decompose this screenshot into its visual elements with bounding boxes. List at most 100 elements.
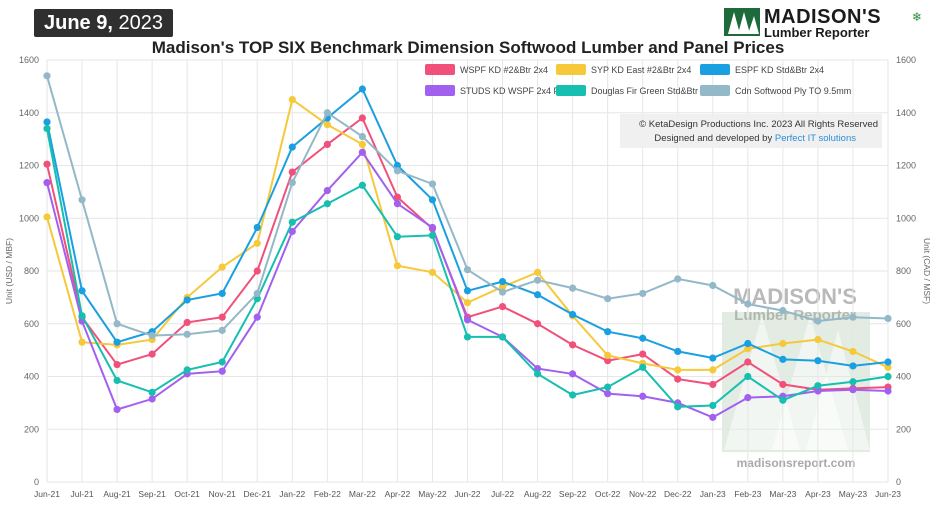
data-point-s2-11: [428, 268, 437, 276]
data-point-s3-24: [884, 358, 892, 366]
data-point-s6-10: [393, 167, 402, 175]
data-point-s4-20: [744, 394, 752, 402]
data-point-s6-4: [183, 330, 191, 338]
y-tick-label-left: 800: [24, 266, 39, 276]
data-point-s4-0: [43, 179, 51, 187]
legend-label: Douglas Fir Green Std&Btr 2x4: [591, 86, 715, 96]
data-point-s5-3: [148, 388, 156, 396]
watermark-tree-icon: [724, 316, 800, 450]
data-point-s1-10: [393, 193, 402, 201]
data-point-s2-13: [498, 283, 507, 291]
data-point-s5-22: [814, 382, 822, 390]
data-point-s4-14: [533, 364, 542, 373]
data-point-s3-11: [428, 196, 437, 204]
data-point-s6-22: [814, 317, 822, 325]
data-point-s5-7: [288, 218, 296, 226]
x-tick-label: Dec-21: [244, 489, 272, 499]
data-point-s3-18: [674, 347, 682, 356]
y-tick-label-right: 0: [896, 477, 901, 487]
data-point-s5-4: [183, 366, 191, 374]
x-tick-label: Aug-22: [524, 489, 552, 499]
legend-swatch: [556, 64, 586, 75]
data-point-s1-14: [533, 320, 542, 328]
data-point-s3-21: [779, 355, 787, 363]
y-tick-label-right: 600: [896, 319, 911, 329]
data-point-s5-12: [463, 333, 472, 341]
data-point-s5-5: [218, 358, 226, 366]
data-point-s2-16: [604, 351, 612, 359]
legend-swatch: [700, 64, 730, 75]
data-point-s6-11: [428, 180, 437, 188]
brand-logo: MADISON'S Lumber Reporter ❄: [724, 6, 924, 40]
data-point-s6-8: [323, 109, 331, 117]
y-tick-label-right: 1600: [896, 55, 916, 65]
data-point-s5-10: [393, 233, 402, 241]
data-point-s3-1: [78, 287, 86, 295]
data-point-s4-16: [604, 390, 612, 398]
data-point-s4-5: [218, 367, 226, 375]
chart-title: Madison's TOP SIX Benchmark Dimension So…: [151, 38, 785, 57]
y-tick-label-right: 1400: [896, 108, 916, 118]
data-point-s5-17: [639, 363, 647, 371]
x-tick-label: Nov-22: [629, 489, 657, 499]
developer-link[interactable]: Perfect IT solutions: [775, 133, 856, 144]
y-axis-title-right: Unit (CAD / MSF): [922, 238, 932, 304]
data-point-s5-6: [253, 295, 261, 303]
x-tick-label: Apr-23: [805, 489, 831, 499]
data-point-s6-2: [113, 320, 121, 328]
x-tick-label: Mar-23: [769, 489, 796, 499]
y-tick-label-right: 200: [896, 424, 911, 434]
y-tick-label-left: 1000: [19, 213, 39, 223]
data-point-s4-10: [393, 200, 402, 208]
data-point-s6-1: [78, 196, 86, 204]
data-point-s3-0: [43, 118, 51, 126]
data-point-s6-24: [884, 314, 892, 323]
data-point-s3-12: [463, 287, 472, 295]
data-point-s6-21: [779, 306, 787, 315]
data-point-s2-5: [218, 263, 226, 271]
data-point-s5-2: [113, 376, 121, 385]
data-point-s4-2: [113, 405, 121, 414]
x-tick-label: Feb-22: [314, 489, 341, 499]
data-point-s2-0: [43, 213, 51, 221]
data-point-s5-1: [78, 312, 86, 320]
data-point-s2-22: [814, 335, 822, 344]
data-point-s1-4: [183, 318, 191, 327]
x-tick-label: Sep-21: [138, 489, 166, 499]
data-point-s2-14: [533, 268, 542, 276]
data-point-s1-13: [498, 303, 507, 311]
copyright-box: [620, 114, 882, 148]
data-point-s2-10: [393, 262, 402, 270]
data-point-s1-0: [43, 160, 51, 168]
data-point-s6-20: [744, 300, 752, 308]
y-axis-title-left: Unit (USD / MBF): [4, 238, 14, 304]
data-point-s4-22: [814, 387, 822, 395]
x-tick-label: Aug-21: [103, 489, 131, 499]
data-point-s3-22: [814, 357, 822, 365]
data-point-s6-13: [498, 288, 507, 296]
data-point-s1-8: [323, 140, 331, 148]
data-point-s5-19: [709, 401, 717, 410]
data-point-s4-17: [639, 392, 647, 400]
logo-mark: [724, 8, 760, 36]
data-point-s4-9: [358, 148, 366, 156]
data-point-s4-6: [253, 313, 261, 321]
data-point-s3-14: [533, 291, 542, 299]
data-point-s1-17: [639, 350, 647, 358]
data-point-s5-18: [674, 403, 682, 411]
data-point-s4-15: [569, 370, 577, 378]
data-point-s4-23: [849, 386, 857, 394]
legend-label: Cdn Softwood Ply TO 9.5mm: [735, 86, 851, 96]
data-point-s6-19: [709, 281, 717, 290]
data-point-s1-21: [779, 380, 787, 389]
data-point-s6-14: [533, 276, 542, 284]
legend-label: SYP KD East #2&Btr 2x4: [591, 65, 691, 75]
data-point-s4-24: [884, 387, 892, 395]
data-point-s2-21: [779, 339, 787, 348]
y-tick-label-right: 400: [896, 372, 911, 382]
data-point-s6-23: [849, 313, 857, 321]
data-point-s4-8: [323, 186, 331, 195]
data-point-s4-19: [709, 413, 717, 421]
data-point-s2-9: [358, 140, 366, 148]
